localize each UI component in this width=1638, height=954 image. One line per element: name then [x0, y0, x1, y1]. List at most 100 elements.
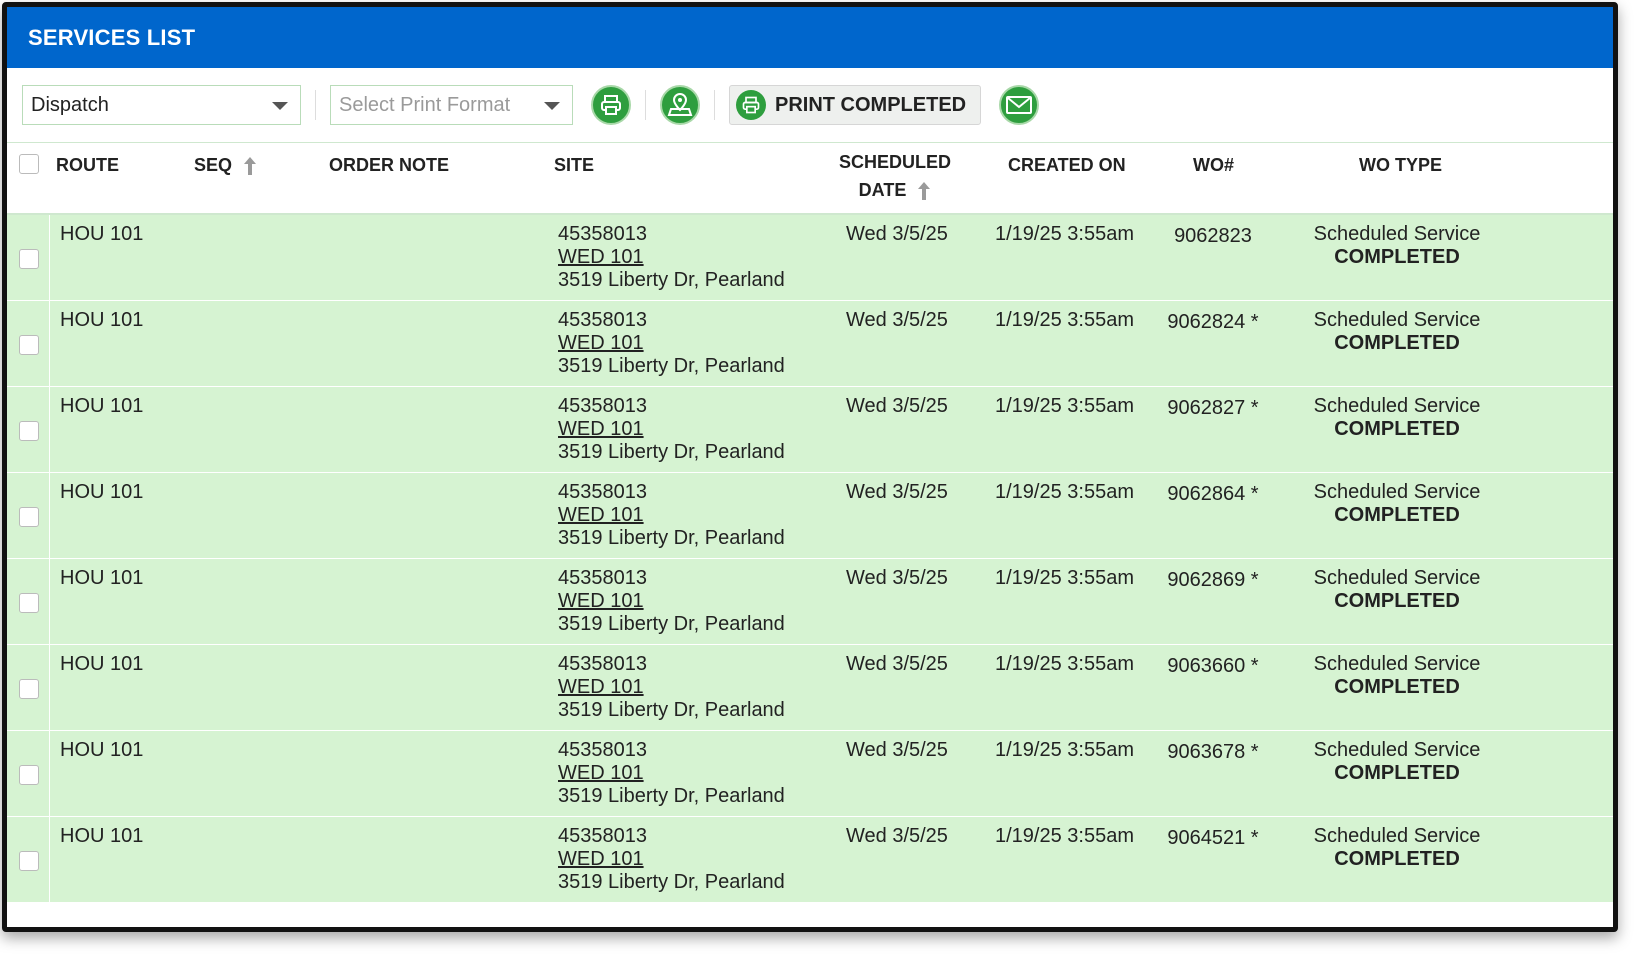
- column-seq-label: SEQ: [194, 155, 233, 175]
- table-row[interactable]: HOU 101 45358013 WED 101 3519 Liberty Dr…: [7, 215, 1613, 301]
- site-address: 3519 Liberty Dr, Pearland: [558, 269, 785, 291]
- scheduled-date-cell: Wed 3/5/25: [846, 223, 948, 245]
- wo-type-cell: Scheduled Service COMPLETED: [1297, 223, 1497, 269]
- site-cell: 45358013 WED 101 3519 Liberty Dr, Pearla…: [558, 567, 785, 636]
- site-address: 3519 Liberty Dr, Pearland: [558, 613, 785, 635]
- select-all-checkbox[interactable]: [19, 154, 39, 174]
- status-label: COMPLETED: [1334, 418, 1460, 440]
- status-label: COMPLETED: [1334, 332, 1460, 354]
- site-name-link[interactable]: WED 101: [558, 332, 644, 354]
- table-row[interactable]: HOU 101 45358013 WED 101 3519 Liberty Dr…: [7, 387, 1613, 473]
- site-id: 45358013: [558, 309, 647, 331]
- row-checkbox[interactable]: [19, 249, 39, 269]
- wo-type-label: Scheduled Service: [1313, 309, 1481, 331]
- print-button[interactable]: [591, 85, 631, 125]
- wo-number-cell: 9062823: [1174, 225, 1252, 247]
- wo-number-cell: 9062827 *: [1167, 397, 1259, 419]
- print-completed-label: PRINT COMPLETED: [775, 93, 967, 116]
- table-row[interactable]: HOU 101 45358013 WED 101 3519 Liberty Dr…: [7, 731, 1613, 817]
- wo-type-label: Scheduled Service: [1313, 395, 1481, 417]
- created-on-cell: 1/19/25 3:55am: [995, 653, 1134, 675]
- sort-up-icon: [918, 182, 931, 201]
- status-label: COMPLETED: [1334, 762, 1460, 784]
- created-on-cell: 1/19/25 3:55am: [995, 481, 1134, 503]
- print-completed-button[interactable]: PRINT COMPLETED: [729, 85, 982, 125]
- site-name-link[interactable]: WED 101: [558, 504, 644, 526]
- column-seq[interactable]: SEQ: [194, 155, 257, 176]
- site-name-link[interactable]: WED 101: [558, 848, 644, 870]
- map-button[interactable]: [660, 85, 700, 125]
- created-on-cell: 1/19/25 3:55am: [995, 309, 1134, 331]
- services-list-panel: SERVICES LIST Dispatch Select Print Form…: [2, 2, 1618, 932]
- wo-type-cell: Scheduled Service COMPLETED: [1297, 309, 1497, 355]
- route-cell: HOU 101: [60, 653, 144, 675]
- route-cell: HOU 101: [60, 567, 144, 589]
- created-on-cell: 1/19/25 3:55am: [995, 739, 1134, 761]
- column-scheduled-label-2-row: DATE: [835, 176, 955, 204]
- site-cell: 45358013 WED 101 3519 Liberty Dr, Pearla…: [558, 223, 785, 292]
- route-cell: HOU 101: [60, 825, 144, 847]
- view-select[interactable]: Dispatch: [22, 85, 301, 125]
- table-row[interactable]: HOU 101 45358013 WED 101 3519 Liberty Dr…: [7, 817, 1613, 903]
- column-scheduled-date[interactable]: SCHEDULED DATE: [835, 148, 955, 204]
- row-checkbox[interactable]: [19, 421, 39, 441]
- route-cell: HOU 101: [60, 481, 144, 503]
- site-address: 3519 Liberty Dr, Pearland: [558, 785, 785, 807]
- table-row[interactable]: HOU 101 45358013 WED 101 3519 Liberty Dr…: [7, 473, 1613, 559]
- print-format-placeholder: Select Print Format: [339, 93, 511, 116]
- scheduled-date-cell: Wed 3/5/25: [846, 653, 948, 675]
- site-name-link[interactable]: WED 101: [558, 418, 644, 440]
- row-checkbox[interactable]: [19, 851, 39, 871]
- wo-type-cell: Scheduled Service COMPLETED: [1297, 481, 1497, 527]
- column-site[interactable]: SITE: [554, 155, 595, 175]
- column-order-note[interactable]: ORDER NOTE: [329, 155, 450, 175]
- site-id: 45358013: [558, 739, 647, 761]
- wo-number-cell: 9064521 *: [1167, 827, 1259, 849]
- status-label: COMPLETED: [1334, 590, 1460, 612]
- wo-number-cell: 9063678 *: [1167, 741, 1259, 763]
- column-wo-type[interactable]: WO TYPE: [1359, 155, 1443, 175]
- wo-type-label: Scheduled Service: [1313, 481, 1481, 503]
- created-on-cell: 1/19/25 3:55am: [995, 395, 1134, 417]
- wo-type-cell: Scheduled Service COMPLETED: [1297, 739, 1497, 785]
- wo-type-label: Scheduled Service: [1313, 567, 1481, 589]
- site-id: 45358013: [558, 825, 647, 847]
- sort-up-icon: [244, 157, 257, 176]
- column-wo-number[interactable]: WO#: [1193, 155, 1235, 175]
- row-checkbox[interactable]: [19, 335, 39, 355]
- route-cell: HOU 101: [60, 395, 144, 417]
- row-checkbox[interactable]: [19, 679, 39, 699]
- created-on-cell: 1/19/25 3:55am: [995, 567, 1134, 589]
- row-checkbox[interactable]: [19, 765, 39, 785]
- site-cell: 45358013 WED 101 3519 Liberty Dr, Pearla…: [558, 739, 785, 808]
- column-route[interactable]: ROUTE: [56, 155, 119, 175]
- scheduled-date-cell: Wed 3/5/25: [846, 739, 948, 761]
- site-cell: 45358013 WED 101 3519 Liberty Dr, Pearla…: [558, 825, 785, 894]
- wo-type-cell: Scheduled Service COMPLETED: [1297, 653, 1497, 699]
- row-checkbox[interactable]: [19, 593, 39, 613]
- site-address: 3519 Liberty Dr, Pearland: [558, 441, 785, 463]
- print-completed-icon: [736, 90, 766, 120]
- site-name-link[interactable]: WED 101: [558, 590, 644, 612]
- email-button[interactable]: [999, 85, 1040, 125]
- table-row[interactable]: HOU 101 45358013 WED 101 3519 Liberty Dr…: [7, 301, 1613, 387]
- wo-number-cell: 9062864 *: [1167, 483, 1259, 505]
- scheduled-date-cell: Wed 3/5/25: [846, 309, 948, 331]
- site-id: 45358013: [558, 567, 647, 589]
- print-format-select[interactable]: Select Print Format: [330, 85, 573, 125]
- toolbar: Dispatch Select Print Format: [7, 68, 1613, 143]
- site-name-link[interactable]: WED 101: [558, 246, 644, 268]
- email-icon: [1006, 96, 1033, 114]
- table-row[interactable]: HOU 101 45358013 WED 101 3519 Liberty Dr…: [7, 645, 1613, 731]
- table-row[interactable]: HOU 101 45358013 WED 101 3519 Liberty Dr…: [7, 559, 1613, 645]
- column-created-on[interactable]: CREATED ON: [1008, 155, 1126, 175]
- scheduled-date-cell: Wed 3/5/25: [846, 395, 948, 417]
- site-address: 3519 Liberty Dr, Pearland: [558, 699, 785, 721]
- wo-type-label: Scheduled Service: [1313, 825, 1481, 847]
- site-name-link[interactable]: WED 101: [558, 762, 644, 784]
- map-pin-icon: [667, 92, 693, 116]
- site-cell: 45358013 WED 101 3519 Liberty Dr, Pearla…: [558, 309, 785, 378]
- site-name-link[interactable]: WED 101: [558, 676, 644, 698]
- site-cell: 45358013 WED 101 3519 Liberty Dr, Pearla…: [558, 395, 785, 464]
- row-checkbox[interactable]: [19, 507, 39, 527]
